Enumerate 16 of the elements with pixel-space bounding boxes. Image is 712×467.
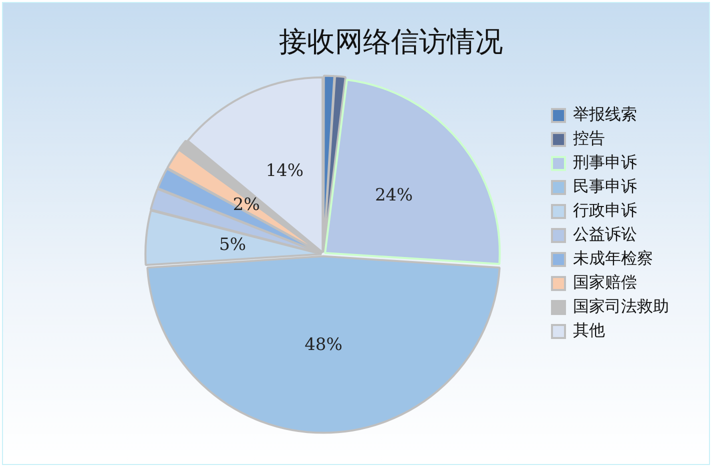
legend-label: 国家赔偿 <box>573 272 637 292</box>
data-label: 48% <box>304 335 342 356</box>
legend-label: 未成年检察 <box>573 248 653 268</box>
chart-title: 接收网络信访情况 <box>279 25 503 58</box>
data-label: 5% <box>219 235 246 256</box>
data-label: 24% <box>374 185 413 206</box>
legend-label: 控告 <box>573 128 605 148</box>
legend-label: 行政申诉 <box>573 200 637 220</box>
legend-label: 举报线索 <box>573 104 637 124</box>
legend-label: 刑事申诉 <box>573 152 637 172</box>
data-label: 2% <box>232 194 260 215</box>
legend-label: 其他 <box>573 320 605 340</box>
legend-label: 国家司法救助 <box>573 296 669 316</box>
legend-label: 民事申诉 <box>573 176 637 196</box>
legend-label: 公益诉讼 <box>573 224 637 244</box>
data-label: 14% <box>266 161 304 182</box>
